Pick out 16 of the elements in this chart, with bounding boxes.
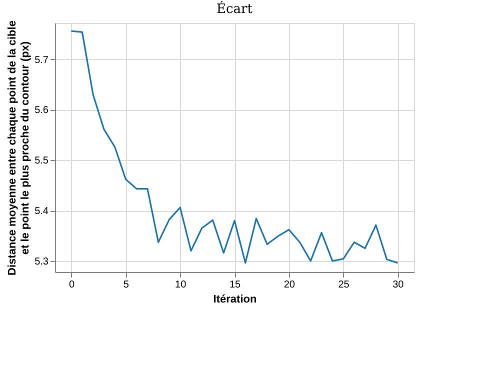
y-tick-label: 5.4 (34, 206, 49, 218)
x-tick-label: 30 (392, 280, 404, 290)
x-tick-label: 0 (69, 280, 76, 290)
chart-title: Écart (216, 0, 254, 18)
x-tick-label: 15 (229, 280, 241, 290)
x-axis-title: Itération (213, 294, 257, 306)
x-tick-label: 25 (338, 280, 350, 290)
y-tick-label: 5.7 (34, 54, 49, 66)
y-tick-label: 5.3 (34, 256, 49, 268)
y-tick-label: 5.6 (34, 105, 49, 116)
y-tick-label: 5.5 (34, 156, 49, 167)
x-tick-label: 10 (175, 280, 187, 290)
y-axis-title: Distance moyenne entre chaque point de la cible et le point le plus proche du contour (px) (6, 20, 32, 276)
x-tick-label: 20 (284, 280, 296, 290)
x-tick-label: 5 (123, 280, 130, 290)
line-series (70, 30, 398, 264)
